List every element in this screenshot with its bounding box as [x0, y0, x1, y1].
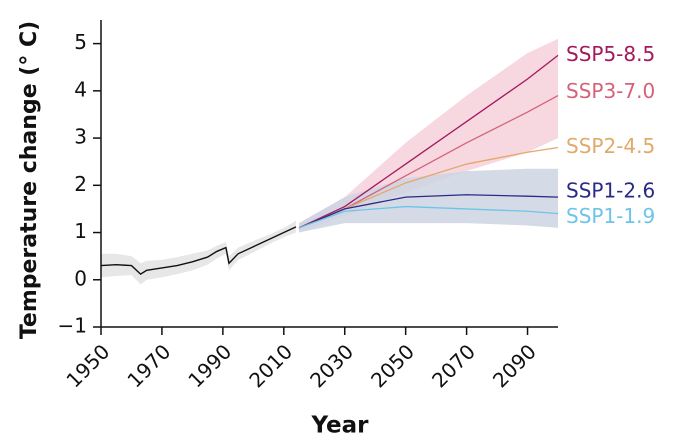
series-label: SSP1-2.6: [566, 179, 655, 203]
series-line: [100, 226, 297, 275]
y-tick-label: 4: [74, 77, 87, 101]
bands: [101, 38, 558, 285]
y-axis-label: Temperature change (° C): [17, 21, 42, 339]
x-tick-label: 1990: [183, 339, 236, 392]
x-tick-label: 2050: [366, 339, 419, 392]
x-tick-label: 2070: [427, 339, 480, 392]
series-label: SSP3-7.0: [566, 79, 655, 103]
series-label: SSP2-4.5: [566, 134, 655, 158]
y-tick-label: 1: [74, 219, 87, 243]
series-label: SSP5-8.5: [566, 42, 655, 66]
y-tick-label: 5: [74, 30, 87, 54]
x-tick-label: 2010: [244, 339, 297, 392]
series-line: [298, 205, 559, 229]
y-tick-label: −1: [58, 314, 87, 338]
x-tick-label: 1950: [61, 339, 114, 392]
series-label: SSP1-1.9: [566, 204, 655, 228]
x-tick-label: 1970: [122, 339, 175, 392]
uncertainty-band: [299, 38, 558, 233]
y-tick-label: 0: [74, 266, 87, 290]
x-tick-label: 2030: [305, 339, 358, 392]
y-tick-label: 3: [74, 125, 87, 149]
y-tick-label: 2: [74, 172, 87, 196]
uncertainty-band: [299, 168, 558, 233]
series-line: [298, 194, 559, 229]
x-axis-label: Year: [310, 413, 369, 439]
lines: [100, 54, 559, 275]
uncertainty-band: [101, 220, 296, 285]
series-line: [298, 54, 559, 229]
x-tick-label: 2090: [488, 339, 541, 392]
